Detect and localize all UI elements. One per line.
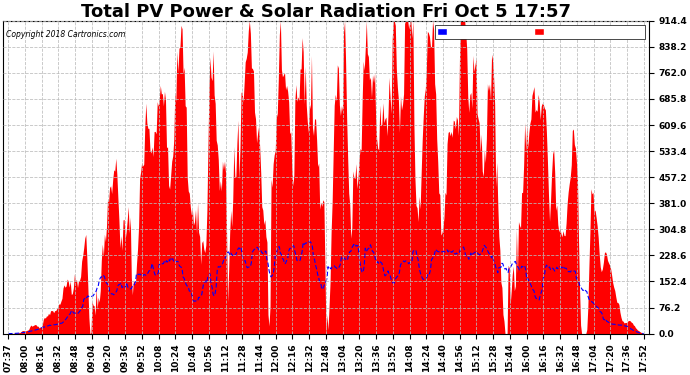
Text: Copyright 2018 Cartronics.com: Copyright 2018 Cartronics.com (6, 30, 126, 39)
Legend: Radiation  (W/m2), PV Panels  (DC Watts): Radiation (W/m2), PV Panels (DC Watts) (435, 25, 644, 39)
Title: Total PV Power & Solar Radiation Fri Oct 5 17:57: Total PV Power & Solar Radiation Fri Oct… (81, 3, 571, 21)
